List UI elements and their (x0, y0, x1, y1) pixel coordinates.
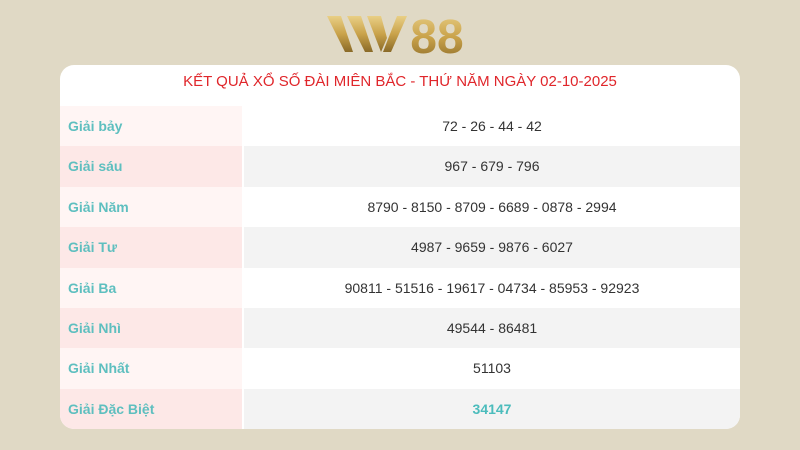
prize-value: 4987 - 9659 - 9876 - 6027 (244, 227, 740, 268)
prize-value: 72 - 26 - 44 - 42 (244, 106, 740, 147)
prize-row: Giải Ba 90811 - 51516 - 19617 - 04734 - 8… (60, 267, 740, 308)
prize-label: Giải Năm (60, 186, 242, 228)
prize-row: Giải Nhất 51103 (60, 348, 740, 389)
prize-value: 90811 - 51516 - 19617 - 04734 - 85953 - … (244, 267, 740, 308)
prize-label: Giải Nhất (60, 348, 242, 389)
svg-text:88: 88 (410, 11, 463, 60)
prize-label: Giải Nhì (60, 307, 242, 349)
prize-row: Giải sáu 967 - 679 - 796 (60, 146, 740, 187)
results-card: KẾT QUẢ XỔ SỐ ĐÀI MIÊN BẮC - THỨ NĂM NGÀ… (60, 65, 740, 429)
prize-label: Giải Ba (60, 267, 242, 308)
prize-value: 34147 (244, 388, 740, 429)
prize-label: Giải bảy (60, 106, 242, 147)
prize-value: 967 - 679 - 796 (244, 146, 740, 187)
prize-label: Giải Đặc Biệt (60, 388, 242, 429)
prize-label: Giải sáu (60, 146, 242, 187)
prize-row: Giải Đặc Biệt 34147 (60, 388, 740, 429)
prize-row: Giải Tư 4987 - 9659 - 9876 - 6027 (60, 227, 740, 268)
w88-logo: 88 (327, 11, 464, 60)
prize-row: Giải Năm 8790 - 8150 - 8709 - 6689 - 0878… (60, 186, 740, 228)
prize-label: Giải Tư (60, 227, 242, 268)
prize-value: 8790 - 8150 - 8709 - 6689 - 0878 - 2994 (244, 186, 740, 228)
prize-value: 49544 - 86481 (244, 307, 740, 349)
prize-value: 51103 (244, 348, 740, 389)
results-title: KẾT QUẢ XỔ SỐ ĐÀI MIÊN BẮC - THỨ NĂM NGÀ… (183, 73, 617, 90)
prize-row: Giải bảy 72 - 26 - 44 - 42 (60, 106, 740, 147)
prize-row: Giải Nhì 49544 - 86481 (60, 307, 740, 349)
